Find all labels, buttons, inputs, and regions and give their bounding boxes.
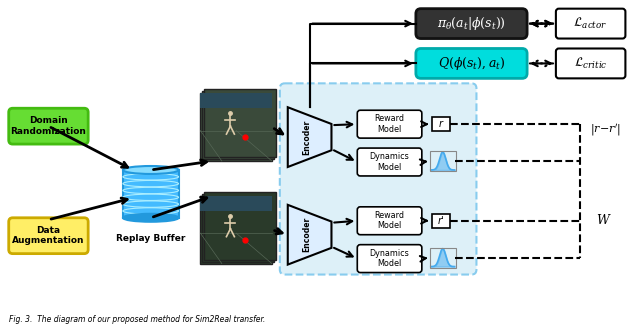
Text: Fig. 3.  The diagram of our proposed method for Sim2Real transfer.: Fig. 3. The diagram of our proposed meth… (9, 315, 265, 324)
Text: $|r{-}r^{\prime}|$: $|r{-}r^{\prime}|$ (589, 122, 621, 138)
Bar (200, 196, 272, 211)
FancyBboxPatch shape (9, 108, 88, 144)
Text: Replay Buffer: Replay Buffer (116, 234, 186, 243)
Text: r: r (438, 119, 443, 129)
Bar (200, 93, 272, 108)
FancyBboxPatch shape (357, 148, 422, 176)
FancyBboxPatch shape (357, 245, 422, 272)
Text: r': r' (437, 216, 444, 226)
FancyBboxPatch shape (556, 49, 625, 78)
Bar (430, 248, 456, 267)
Text: $\mathcal{L}_{actor}$: $\mathcal{L}_{actor}$ (573, 16, 608, 31)
Bar (204, 192, 276, 260)
Text: $\mathcal{L}_{critic}$: $\mathcal{L}_{critic}$ (574, 56, 607, 71)
Bar (200, 196, 272, 263)
Text: $\pi_\theta(a_t|\phi(s_t))$: $\pi_\theta(a_t|\phi(s_t))$ (437, 15, 506, 32)
Text: $Q(\phi(s_t), a_t)$: $Q(\phi(s_t), a_t)$ (438, 55, 505, 72)
FancyBboxPatch shape (416, 49, 527, 78)
FancyBboxPatch shape (280, 83, 476, 274)
FancyBboxPatch shape (416, 9, 527, 38)
Bar (202, 194, 274, 261)
Text: Reward
Model: Reward Model (374, 211, 404, 230)
Text: Data
Augmentation: Data Augmentation (12, 226, 84, 245)
Text: Dynamics
Model: Dynamics Model (370, 152, 410, 172)
Polygon shape (288, 205, 332, 264)
Text: Dynamics
Model: Dynamics Model (370, 249, 410, 268)
Text: $W$: $W$ (596, 213, 611, 227)
Bar (432, 117, 450, 131)
FancyBboxPatch shape (9, 218, 88, 254)
Ellipse shape (123, 166, 179, 174)
Polygon shape (288, 107, 332, 167)
Text: Encoder: Encoder (302, 119, 311, 155)
Bar (430, 151, 456, 171)
Bar (432, 214, 450, 228)
Text: Domain
Randomization: Domain Randomization (10, 117, 86, 136)
Bar (200, 93, 272, 161)
Bar (123, 170, 179, 218)
Text: Reward
Model: Reward Model (374, 115, 404, 134)
Text: Encoder: Encoder (302, 217, 311, 252)
Ellipse shape (123, 214, 179, 222)
Bar (202, 91, 274, 159)
FancyBboxPatch shape (357, 207, 422, 235)
FancyBboxPatch shape (556, 9, 625, 38)
Bar (204, 89, 276, 157)
FancyBboxPatch shape (357, 110, 422, 138)
